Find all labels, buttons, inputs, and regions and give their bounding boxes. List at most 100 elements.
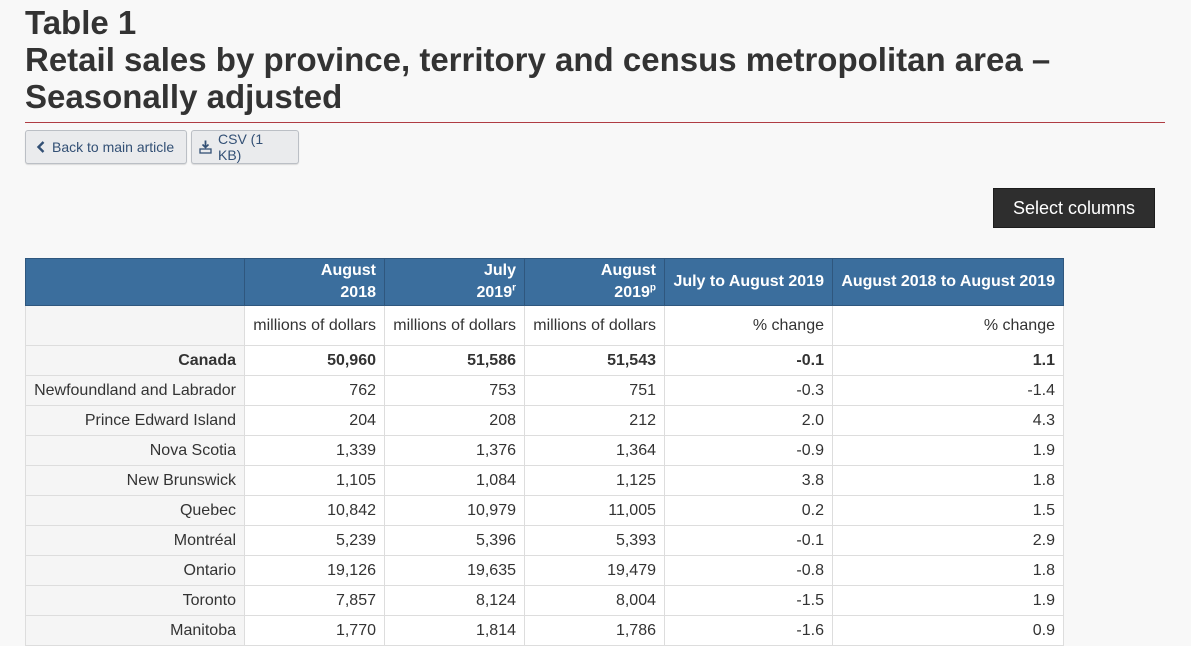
table-cell: 3.8 (664, 465, 833, 496)
table-cell: 0.2 (664, 495, 833, 526)
table-title-line-2: Seasonally adjusted (25, 78, 343, 115)
table-cell: 51,586 (384, 345, 525, 376)
table-cell: -0.1 (664, 525, 833, 556)
table-cell: 1,814 (384, 615, 525, 646)
row-label: Ontario (25, 555, 245, 586)
csv-button-label: CSV (1 KB) (218, 131, 264, 163)
table-cell: 11,005 (524, 495, 665, 526)
units-cell: % change (664, 305, 833, 346)
column-header-august-2018-to-august-2019[interactable]: August 2018 to August 2019 (832, 258, 1064, 306)
table-cell: 1,339 (244, 435, 385, 466)
table-cell: 753 (384, 375, 525, 406)
table-cell: 8,124 (384, 585, 525, 616)
units-row: millions of dollars millions of dollars … (25, 305, 1064, 346)
table-cell: 1,125 (524, 465, 665, 496)
revised-footnote-marker: r (512, 282, 516, 294)
row-label: Nova Scotia (25, 435, 245, 466)
header-text: 2018 (340, 284, 376, 301)
table-cell: 19,126 (244, 555, 385, 586)
units-cell: millions of dollars (524, 305, 665, 346)
table-cell: -0.3 (664, 375, 833, 406)
table-number: Table 1 (25, 4, 137, 41)
table-cell: 0.9 (832, 615, 1064, 646)
column-header-region (25, 258, 245, 306)
table-cell: 1.8 (832, 555, 1064, 586)
table-cell: -0.1 (664, 345, 833, 376)
table-row: New Brunswick 1,105 1,084 1,125 3.8 1.8 (25, 465, 1064, 496)
column-header-july-2019[interactable]: July 2019r (384, 258, 525, 306)
table-cell: 1.9 (832, 435, 1064, 466)
table-cell: 751 (524, 375, 665, 406)
back-to-main-article-button[interactable]: Back to main article (25, 130, 187, 164)
column-header-august-2019[interactable]: August 2019p (524, 258, 665, 306)
table-cell: 19,635 (384, 555, 525, 586)
row-label: Manitoba (25, 615, 245, 646)
column-header-july-to-august-2019[interactable]: July to August 2019 (664, 258, 833, 306)
table-cell: 1.9 (832, 585, 1064, 616)
row-label: Quebec (25, 495, 245, 526)
table-row: Nova Scotia 1,339 1,376 1,364 -0.9 1.9 (25, 435, 1064, 466)
table-row: Montréal 5,239 5,396 5,393 -0.1 2.9 (25, 525, 1064, 556)
header-text: August 2018 to August 2019 (841, 273, 1055, 290)
table-cell: 1,084 (384, 465, 525, 496)
table-cell: 1.8 (832, 465, 1064, 496)
table-cell: 1,105 (244, 465, 385, 496)
row-label: Canada (25, 345, 245, 376)
header-text: August (600, 262, 656, 279)
row-label: Prince Edward Island (25, 405, 245, 436)
table-cell: 208 (384, 405, 525, 436)
header-text: 2019 (614, 284, 650, 301)
select-columns-button[interactable]: Select columns (993, 188, 1155, 228)
table-cell: 19,479 (524, 555, 665, 586)
back-button-label: Back to main article (52, 139, 175, 155)
row-label: New Brunswick (25, 465, 245, 496)
row-label: Montréal (25, 525, 245, 556)
table-cell: 2.9 (832, 525, 1064, 556)
column-header-august-2018[interactable]: August 2018 (244, 258, 385, 306)
table-cell: 5,239 (244, 525, 385, 556)
table-row-canada: Canada 50,960 51,586 51,543 -0.1 1.1 (25, 345, 1064, 376)
table-cell: 212 (524, 405, 665, 436)
download-icon (199, 140, 212, 154)
table-cell: 4.3 (832, 405, 1064, 436)
chevron-left-icon (36, 141, 46, 153)
header-text: 2019 (476, 284, 513, 301)
table-row: Toronto 7,857 8,124 8,004 -1.5 1.9 (25, 585, 1064, 616)
table-cell: 1.5 (832, 495, 1064, 526)
title-divider (25, 122, 1165, 123)
table-header-row: August 2018 July 2019r August 2019p July… (25, 258, 1064, 306)
preliminary-footnote-marker: p (649, 282, 656, 294)
retail-sales-table: August 2018 July 2019r August 2019p July… (25, 258, 1064, 646)
table-cell: 1,376 (384, 435, 525, 466)
header-text: July (483, 262, 516, 279)
units-cell: millions of dollars (244, 305, 385, 346)
table-row: Newfoundland and Labrador 762 753 751 -0… (25, 375, 1064, 406)
table-cell: 1,770 (244, 615, 385, 646)
table-title-line-1: Retail sales by province, territory and … (25, 41, 1051, 78)
units-cell: millions of dollars (384, 305, 525, 346)
table-cell: 7,857 (244, 585, 385, 616)
table-cell: 762 (244, 375, 385, 406)
table-row: Quebec 10,842 10,979 11,005 0.2 1.5 (25, 495, 1064, 526)
table-cell: 204 (244, 405, 385, 436)
table-cell: -0.8 (664, 555, 833, 586)
table-cell: 50,960 (244, 345, 385, 376)
header-text: July to August 2019 (673, 273, 824, 290)
table-cell: 5,393 (524, 525, 665, 556)
table-cell: 8,004 (524, 585, 665, 616)
table-row: Manitoba 1,770 1,814 1,786 -1.6 0.9 (25, 615, 1064, 646)
csv-download-button[interactable]: CSV (1 KB) (191, 130, 299, 164)
table-cell: 5,396 (384, 525, 525, 556)
units-cell (25, 305, 245, 346)
row-label: Toronto (25, 585, 245, 616)
table-cell: 2.0 (664, 405, 833, 436)
table-cell: 1,364 (524, 435, 665, 466)
page-title: Table 1 Retail sales by province, territ… (25, 4, 1165, 115)
select-columns-label: Select columns (1012, 197, 1136, 218)
table-cell: 51,543 (524, 345, 665, 376)
table-cell: -1.5 (664, 585, 833, 616)
table-cell: -1.4 (832, 375, 1064, 406)
table-cell: 10,842 (244, 495, 385, 526)
row-label: Newfoundland and Labrador (25, 375, 245, 406)
table-cell: 1,786 (524, 615, 665, 646)
